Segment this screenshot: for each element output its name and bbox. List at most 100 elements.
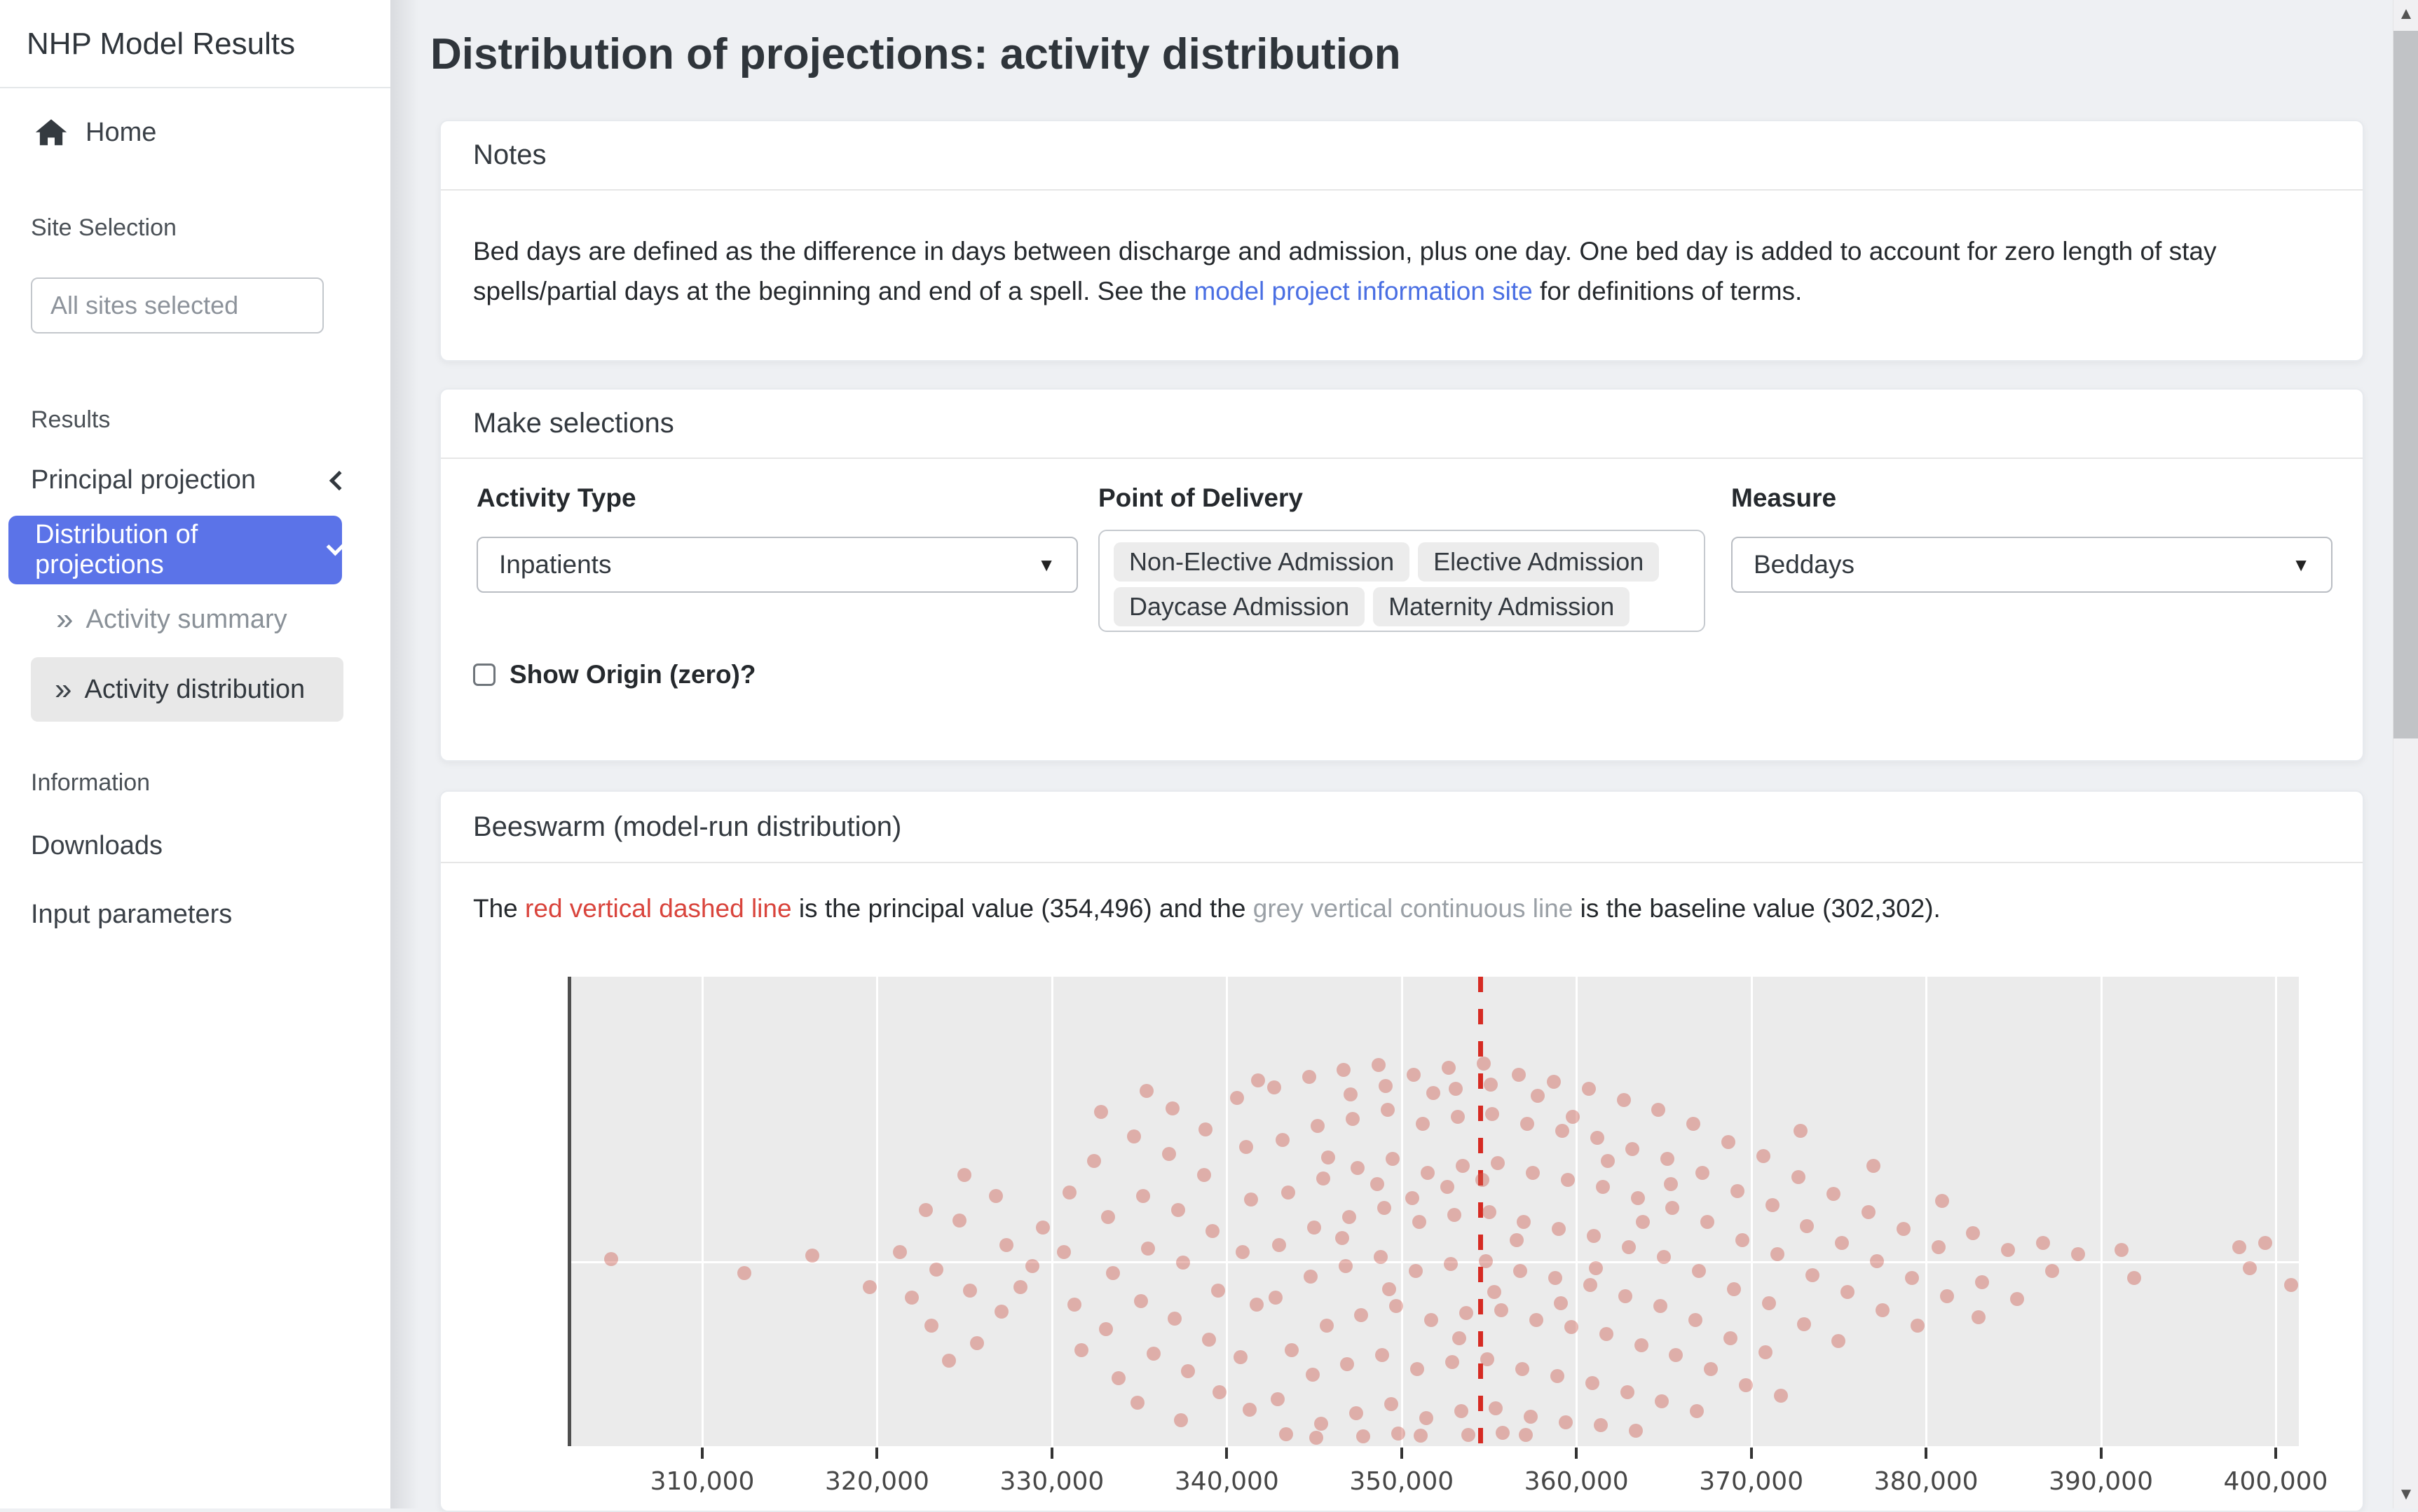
swarm-point — [2126, 1271, 2141, 1285]
swarm-point — [1377, 1201, 1391, 1215]
swarm-point — [1835, 1236, 1850, 1250]
x-axis-tick-label: 310,000 — [650, 1467, 755, 1496]
x-gridline — [1576, 977, 1578, 1446]
chevron-down-icon — [326, 537, 346, 556]
x-axis-tick-label: 360,000 — [1524, 1467, 1629, 1496]
swarm-point — [1057, 1245, 1072, 1259]
swarm-point — [1442, 1061, 1456, 1075]
swarm-point — [1447, 1208, 1461, 1222]
swarm-point — [1564, 1320, 1578, 1334]
swarm-point — [957, 1168, 972, 1182]
swarm-point — [919, 1203, 934, 1217]
swarm-point — [1629, 1424, 1644, 1438]
swarm-point — [1590, 1131, 1605, 1145]
show-origin-label: Show Origin (zero)? — [510, 660, 756, 689]
swarm-point — [1141, 1242, 1156, 1256]
page-scrollbar[interactable]: ▲ ▼ — [2393, 0, 2418, 1508]
x-axis-tick-label: 390,000 — [2049, 1467, 2153, 1496]
swarm-point — [2071, 1247, 2086, 1261]
scroll-up-button[interactable]: ▲ — [2398, 4, 2414, 23]
swarm-point — [2242, 1261, 2257, 1275]
swarm-point — [1496, 1426, 1510, 1440]
swarm-point — [1280, 1185, 1295, 1200]
beeswarm-card-title: Beeswarm (model-run distribution) — [441, 792, 2363, 863]
scrollbar-thumb[interactable] — [2393, 31, 2418, 738]
measure-select[interactable]: Beddays ▼ — [1731, 537, 2332, 593]
information-section-label: Information — [31, 769, 151, 796]
swarm-point — [1369, 1177, 1384, 1191]
show-origin-row: Show Origin (zero)? — [473, 660, 756, 689]
swarm-point — [1552, 1222, 1566, 1236]
swarm-point — [1230, 1091, 1245, 1105]
sidebar-item-input-parameters[interactable]: Input parameters — [31, 900, 233, 929]
swarm-point — [1826, 1187, 1840, 1201]
swarm-point — [1691, 1264, 1706, 1278]
sidebar-item-principal-projection[interactable]: Principal projection — [31, 465, 350, 495]
swarm-point — [1630, 1191, 1645, 1205]
swarm-point — [905, 1291, 920, 1305]
swarm-point — [1513, 1264, 1528, 1278]
swarm-point — [1251, 1073, 1266, 1087]
swarm-point — [1351, 1161, 1365, 1175]
swarm-point — [892, 1245, 907, 1259]
swarm-point — [1559, 1415, 1573, 1429]
beeswarm-plot-area[interactable]: 310,000 320,000 330,000 340,000 350,000 360,0… — [568, 977, 2328, 1496]
swarm-point — [1036, 1221, 1051, 1235]
swarm-point — [1405, 1191, 1419, 1205]
swarm-point — [1135, 1189, 1150, 1203]
pod-chip[interactable]: Daycase Admission — [1114, 587, 1365, 626]
swarm-point — [1235, 1245, 1250, 1259]
swarm-point — [1440, 1180, 1454, 1194]
swarm-point — [1515, 1362, 1529, 1376]
swarm-point — [1487, 1285, 1501, 1299]
swarm-point — [1866, 1159, 1881, 1173]
swarm-point — [1791, 1170, 1806, 1184]
sidebar-item-activity-distribution[interactable]: » Activity distribution — [31, 657, 343, 722]
swarm-point — [1601, 1154, 1616, 1168]
swarm-point — [1620, 1385, 1634, 1399]
swarm-point — [1704, 1362, 1719, 1376]
sidebar-item-activity-summary[interactable]: » Activity summary — [56, 604, 287, 635]
swarm-point — [1726, 1282, 1741, 1296]
pod-chip[interactable]: Non-Elective Admission — [1114, 542, 1410, 582]
pod-chip[interactable]: Elective Admission — [1418, 542, 1660, 582]
double-chevron-icon: » — [56, 602, 74, 636]
point-of-delivery-input[interactable]: Non-Elective Admission Elective Admission… — [1098, 530, 1705, 632]
swarm-point — [1238, 1140, 1253, 1154]
beeswarm-description: The red vertical dashed line is the prin… — [473, 894, 1941, 923]
x-axis-tick — [1400, 1448, 1403, 1459]
swarm-point — [1372, 1058, 1386, 1072]
swarm-point — [1408, 1264, 1423, 1278]
swarm-point — [1840, 1285, 1855, 1299]
sidebar-item-home[interactable]: Home — [35, 118, 156, 148]
site-selector-input[interactable]: All sites selected — [31, 277, 324, 334]
swarm-point — [1656, 1250, 1671, 1264]
activity-type-select[interactable]: Inpatients ▼ — [477, 537, 1078, 593]
swarm-point — [1686, 1117, 1701, 1131]
x-axis-tick-label: 350,000 — [1349, 1467, 1454, 1496]
show-origin-checkbox[interactable] — [473, 664, 496, 686]
x-axis-tick-label: 370,000 — [1699, 1467, 1804, 1496]
scroll-down-button[interactable]: ▼ — [2398, 1485, 2414, 1504]
swarm-point — [1146, 1347, 1161, 1361]
swarm-point — [1093, 1105, 1108, 1119]
model-project-info-link[interactable]: model project information site — [1194, 277, 1533, 306]
swarm-point — [1555, 1124, 1570, 1138]
x-axis-tick-label: 320,000 — [825, 1467, 929, 1496]
swarm-point — [1651, 1103, 1666, 1117]
swarm-point — [1831, 1334, 1846, 1348]
x-gridline — [2274, 977, 2277, 1446]
measure-value: Beddays — [1754, 550, 1855, 579]
swarm-point — [1461, 1428, 1475, 1442]
pod-chip[interactable]: Maternity Admission — [1373, 587, 1630, 626]
sidebar-item-downloads[interactable]: Downloads — [31, 831, 163, 860]
swarm-point — [1739, 1378, 1754, 1392]
swarm-point — [1452, 1331, 1467, 1345]
swarm-point — [1566, 1110, 1580, 1124]
swarm-point — [994, 1305, 1009, 1319]
desc-text: The — [473, 894, 526, 923]
sidebar-item-distribution-of-projections[interactable]: Distribution of projections — [8, 516, 346, 584]
swarm-point — [1735, 1233, 1750, 1247]
sidebar-divider — [0, 87, 390, 88]
x-gridline — [1925, 977, 1928, 1446]
